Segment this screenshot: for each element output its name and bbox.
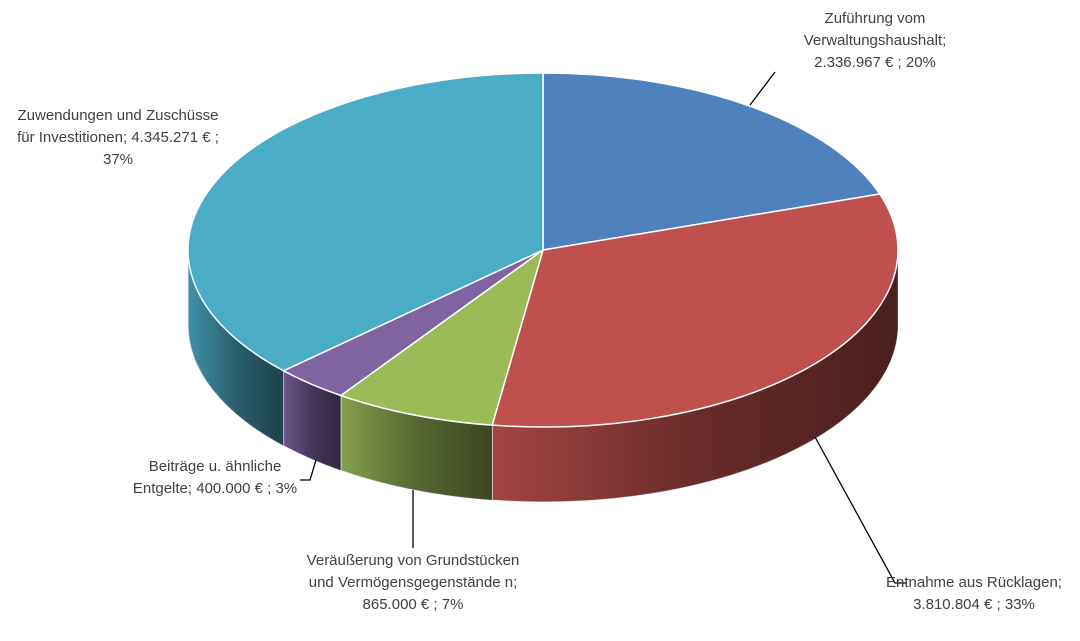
data-label: Zuwendungen und Zuschüsse für Investitio…: [17, 107, 219, 168]
pie-slice: [340, 249, 544, 426]
leader-line: [814, 436, 907, 584]
data-label: Veräußerung von Grundstücken und Vermöge…: [306, 552, 520, 613]
pie-slice: [491, 193, 899, 428]
data-label: Entnahme aus Rücklagen; 3.810.804 € ; 33…: [886, 574, 1062, 613]
data-label: Beiträge u. ähnliche Entgelte; 400.000 €…: [132, 458, 298, 497]
pie-slice: [542, 72, 881, 251]
pie-side-shade: [283, 370, 341, 471]
pie-slice: [187, 72, 544, 372]
leader-line: [749, 71, 776, 106]
data-label: Zuführung vom Verwaltungshaushalt; 2.336…: [803, 10, 947, 71]
pie-side-shade: [492, 250, 898, 503]
pie-side-shade: [188, 250, 284, 446]
leader-line: [300, 459, 317, 481]
